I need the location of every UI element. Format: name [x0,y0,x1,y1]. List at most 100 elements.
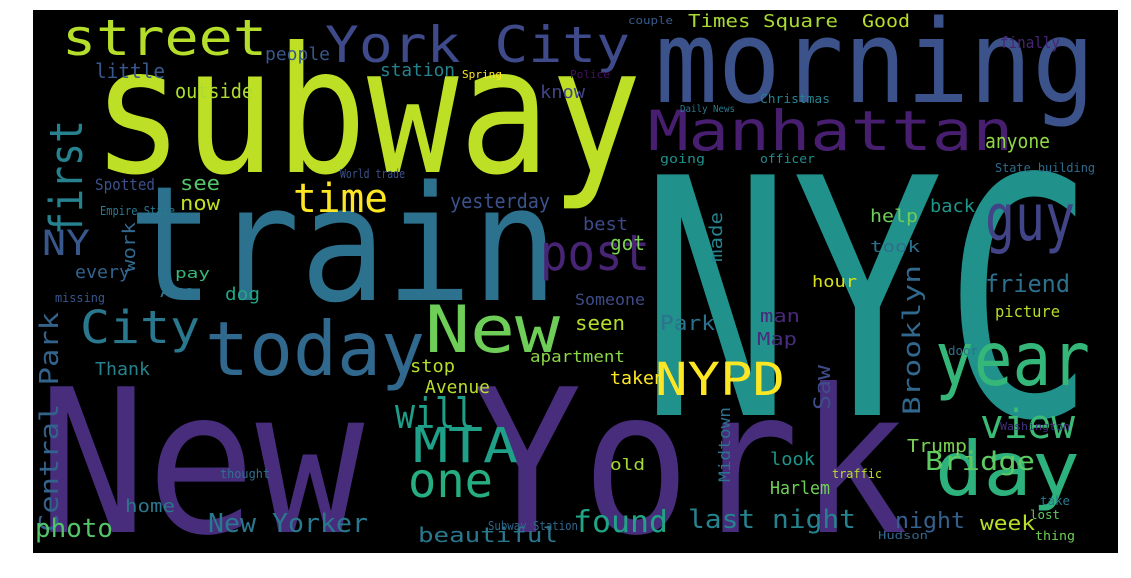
word: last night [688,505,856,535]
word: see [180,171,220,195]
word: Saw [811,364,836,410]
word: Subway Station [488,519,578,533]
word: apartment [530,347,625,366]
word: made [706,212,727,262]
word: subway [92,11,642,214]
word: Midtown [715,407,734,482]
word: couple [628,14,673,27]
word: home [125,496,175,517]
cloud-background [33,10,1118,553]
word: traffic [832,467,882,481]
word: street [62,9,267,67]
word: Brooklyn [898,265,926,415]
word: finally [1000,33,1060,52]
word: train [128,151,558,338]
word: going [660,152,705,166]
word: picture [995,302,1060,321]
word: outside [175,79,253,103]
word: every [75,262,130,283]
word: anyone [985,129,1050,153]
word: day [935,425,1080,513]
word: yesterday [450,189,550,213]
word: lost [1030,508,1060,522]
word: Harlem [770,478,830,499]
word: Washington [1000,420,1070,433]
word: week [980,511,1035,535]
word: year [935,315,1090,403]
word: New [425,293,561,368]
word: station [380,60,455,81]
word: New Yorker [208,509,368,539]
word: Map [757,329,797,350]
word: Ave [160,282,195,301]
word: little [95,59,165,83]
word: morning [655,0,1095,130]
word: friend [985,270,1070,298]
word: Someone [575,290,645,309]
word: missing [55,291,105,305]
word: World trade [340,167,405,181]
word: old [610,455,645,474]
word: Hudson [878,529,928,542]
word: Spring [462,68,502,81]
word: New York [38,347,908,578]
word: today [205,305,425,393]
word: will [395,389,475,438]
word: dog [225,284,260,305]
word: York City [325,16,630,74]
word: Empire State [100,204,175,218]
word: Daily News [680,104,735,115]
word: door [948,344,978,358]
word: man [760,306,800,327]
word: Manhattan [648,99,1013,163]
word: Park [660,311,715,335]
word: found [573,505,668,540]
word: time [293,176,388,222]
word: City [80,301,200,354]
word: people [265,44,330,65]
word: Times Square [688,11,838,32]
word: take [1040,494,1070,508]
word: back [930,196,975,217]
word: Thank [95,359,150,380]
word: pay [175,266,210,282]
word: took [870,237,920,256]
word: State building [995,161,1095,175]
word: stop [410,356,455,377]
word: best [583,214,628,235]
word: Good [862,11,910,32]
word: taken [610,368,665,389]
word: night [895,509,965,534]
word: now [180,191,221,215]
word: Christmas [760,92,830,106]
word: Spotted [95,175,155,194]
word: work [119,222,140,272]
word: post [540,224,650,282]
word: seen [575,311,625,335]
word: help [870,206,918,227]
word: Trump [907,436,967,457]
word: NYPD [655,353,785,406]
word: NY [42,224,90,264]
word: Central Park [35,312,65,532]
word: Avenue [425,377,490,398]
word: Bridge [925,447,1035,477]
word: beautiful [418,523,558,547]
word: look [770,449,815,470]
word: guy [985,181,1075,256]
word: first [40,120,93,235]
word: photo [35,514,113,544]
word: Police [570,68,610,81]
word: thing [1035,529,1075,543]
word: got [610,231,645,255]
word: MTA [413,418,518,474]
word: thought [220,467,270,481]
word: one [408,453,493,509]
word: hour [812,272,857,291]
word: view [980,402,1076,448]
word: know [540,82,585,103]
word: NYC [640,109,1095,493]
word: officer [760,152,815,166]
